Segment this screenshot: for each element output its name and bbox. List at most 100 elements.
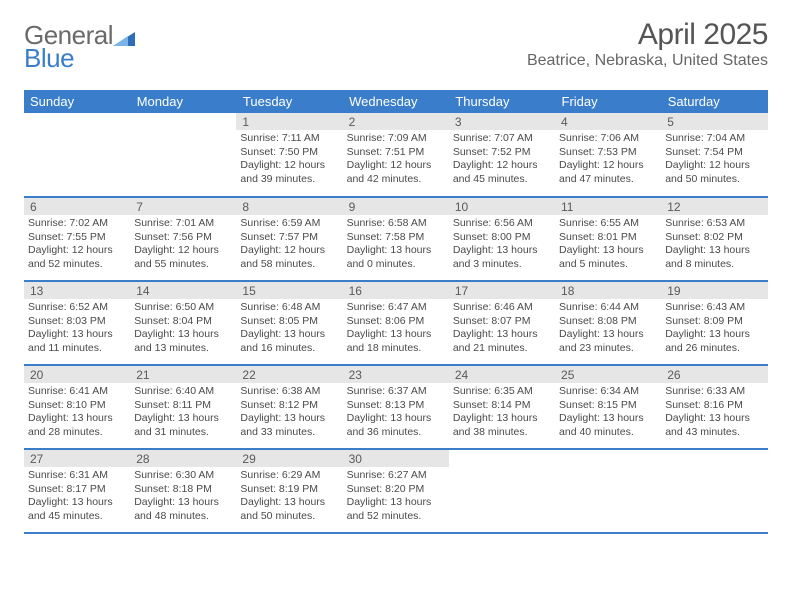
day-number: 1 xyxy=(236,113,342,130)
day-details: Sunrise: 7:06 AMSunset: 7:53 PMDaylight:… xyxy=(555,130,661,188)
empty-cell: .. xyxy=(130,113,236,197)
day-number: 30 xyxy=(343,450,449,467)
day-cell: 13Sunrise: 6:52 AMSunset: 8:03 PMDayligh… xyxy=(24,281,130,365)
day-details: Sunrise: 6:53 AMSunset: 8:02 PMDaylight:… xyxy=(661,215,767,273)
day-details: Sunrise: 6:59 AMSunset: 7:57 PMDaylight:… xyxy=(236,215,342,273)
day-cell: 17Sunrise: 6:46 AMSunset: 8:07 PMDayligh… xyxy=(449,281,555,365)
calendar-head: SundayMondayTuesdayWednesdayThursdayFrid… xyxy=(24,90,768,113)
day-details: Sunrise: 6:55 AMSunset: 8:01 PMDaylight:… xyxy=(555,215,661,273)
day-cell: 21Sunrise: 6:40 AMSunset: 8:11 PMDayligh… xyxy=(130,365,236,449)
day-details: Sunrise: 6:40 AMSunset: 8:11 PMDaylight:… xyxy=(130,383,236,441)
day-cell: 25Sunrise: 6:34 AMSunset: 8:15 PMDayligh… xyxy=(555,365,661,449)
empty-cell: .. xyxy=(449,449,555,533)
day-number: 6 xyxy=(24,198,130,215)
title-block: April 2025 Beatrice, Nebraska, United St… xyxy=(527,18,768,70)
day-number: 12 xyxy=(661,198,767,215)
day-number: 21 xyxy=(130,366,236,383)
day-details: Sunrise: 7:01 AMSunset: 7:56 PMDaylight:… xyxy=(130,215,236,273)
weekday-header: Saturday xyxy=(661,90,767,113)
day-number: 20 xyxy=(24,366,130,383)
day-cell: 14Sunrise: 6:50 AMSunset: 8:04 PMDayligh… xyxy=(130,281,236,365)
day-cell: 6Sunrise: 7:02 AMSunset: 7:55 PMDaylight… xyxy=(24,197,130,281)
day-cell: 10Sunrise: 6:56 AMSunset: 8:00 PMDayligh… xyxy=(449,197,555,281)
day-cell: 19Sunrise: 6:43 AMSunset: 8:09 PMDayligh… xyxy=(661,281,767,365)
calendar-row: 13Sunrise: 6:52 AMSunset: 8:03 PMDayligh… xyxy=(24,281,768,365)
day-details: Sunrise: 6:41 AMSunset: 8:10 PMDaylight:… xyxy=(24,383,130,441)
calendar-row: 27Sunrise: 6:31 AMSunset: 8:17 PMDayligh… xyxy=(24,449,768,533)
calendar-row: 6Sunrise: 7:02 AMSunset: 7:55 PMDaylight… xyxy=(24,197,768,281)
weekday-row: SundayMondayTuesdayWednesdayThursdayFrid… xyxy=(24,90,768,113)
day-cell: 28Sunrise: 6:30 AMSunset: 8:18 PMDayligh… xyxy=(130,449,236,533)
day-details: Sunrise: 7:02 AMSunset: 7:55 PMDaylight:… xyxy=(24,215,130,273)
day-number: 3 xyxy=(449,113,555,130)
day-details: Sunrise: 6:50 AMSunset: 8:04 PMDaylight:… xyxy=(130,299,236,357)
weekday-header: Sunday xyxy=(24,90,130,113)
day-cell: 24Sunrise: 6:35 AMSunset: 8:14 PMDayligh… xyxy=(449,365,555,449)
day-details: Sunrise: 6:56 AMSunset: 8:00 PMDaylight:… xyxy=(449,215,555,273)
day-cell: 3Sunrise: 7:07 AMSunset: 7:52 PMDaylight… xyxy=(449,113,555,197)
header: General Blue April 2025 Beatrice, Nebras… xyxy=(24,18,768,82)
day-details: Sunrise: 7:09 AMSunset: 7:51 PMDaylight:… xyxy=(343,130,449,188)
day-cell: 27Sunrise: 6:31 AMSunset: 8:17 PMDayligh… xyxy=(24,449,130,533)
day-cell: 7Sunrise: 7:01 AMSunset: 7:56 PMDaylight… xyxy=(130,197,236,281)
day-details: Sunrise: 7:11 AMSunset: 7:50 PMDaylight:… xyxy=(236,130,342,188)
day-number: 7 xyxy=(130,198,236,215)
day-cell: 1Sunrise: 7:11 AMSunset: 7:50 PMDaylight… xyxy=(236,113,342,197)
logo-part2: Blue xyxy=(24,43,74,73)
day-cell: 15Sunrise: 6:48 AMSunset: 8:05 PMDayligh… xyxy=(236,281,342,365)
day-number: 28 xyxy=(130,450,236,467)
day-cell: 29Sunrise: 6:29 AMSunset: 8:19 PMDayligh… xyxy=(236,449,342,533)
empty-cell: .. xyxy=(555,449,661,533)
empty-cell: .. xyxy=(661,449,767,533)
day-details: Sunrise: 6:31 AMSunset: 8:17 PMDaylight:… xyxy=(24,467,130,525)
page: General Blue April 2025 Beatrice, Nebras… xyxy=(0,0,792,544)
day-details: Sunrise: 7:07 AMSunset: 7:52 PMDaylight:… xyxy=(449,130,555,188)
day-number: 9 xyxy=(343,198,449,215)
day-cell: 4Sunrise: 7:06 AMSunset: 7:53 PMDaylight… xyxy=(555,113,661,197)
day-details: Sunrise: 6:38 AMSunset: 8:12 PMDaylight:… xyxy=(236,383,342,441)
day-number: 14 xyxy=(130,282,236,299)
day-cell: 22Sunrise: 6:38 AMSunset: 8:12 PMDayligh… xyxy=(236,365,342,449)
day-cell: 26Sunrise: 6:33 AMSunset: 8:16 PMDayligh… xyxy=(661,365,767,449)
day-details: Sunrise: 6:33 AMSunset: 8:16 PMDaylight:… xyxy=(661,383,767,441)
day-number: 15 xyxy=(236,282,342,299)
location: Beatrice, Nebraska, United States xyxy=(527,52,768,70)
day-cell: 12Sunrise: 6:53 AMSunset: 8:02 PMDayligh… xyxy=(661,197,767,281)
day-number: 11 xyxy=(555,198,661,215)
day-cell: 8Sunrise: 6:59 AMSunset: 7:57 PMDaylight… xyxy=(236,197,342,281)
day-details: Sunrise: 6:37 AMSunset: 8:13 PMDaylight:… xyxy=(343,383,449,441)
day-number: 27 xyxy=(24,450,130,467)
day-cell: 11Sunrise: 6:55 AMSunset: 8:01 PMDayligh… xyxy=(555,197,661,281)
day-details: Sunrise: 6:46 AMSunset: 8:07 PMDaylight:… xyxy=(449,299,555,357)
day-details: Sunrise: 6:43 AMSunset: 8:09 PMDaylight:… xyxy=(661,299,767,357)
day-details: Sunrise: 6:27 AMSunset: 8:20 PMDaylight:… xyxy=(343,467,449,525)
day-cell: 18Sunrise: 6:44 AMSunset: 8:08 PMDayligh… xyxy=(555,281,661,365)
weekday-header: Wednesday xyxy=(343,90,449,113)
day-cell: 16Sunrise: 6:47 AMSunset: 8:06 PMDayligh… xyxy=(343,281,449,365)
day-details: Sunrise: 6:48 AMSunset: 8:05 PMDaylight:… xyxy=(236,299,342,357)
day-number: 29 xyxy=(236,450,342,467)
day-cell: 30Sunrise: 6:27 AMSunset: 8:20 PMDayligh… xyxy=(343,449,449,533)
weekday-header: Monday xyxy=(130,90,236,113)
day-cell: 9Sunrise: 6:58 AMSunset: 7:58 PMDaylight… xyxy=(343,197,449,281)
day-number: 10 xyxy=(449,198,555,215)
day-number: 24 xyxy=(449,366,555,383)
logo-text: General Blue xyxy=(24,20,135,82)
calendar-row: 20Sunrise: 6:41 AMSunset: 8:10 PMDayligh… xyxy=(24,365,768,449)
day-details: Sunrise: 6:47 AMSunset: 8:06 PMDaylight:… xyxy=(343,299,449,357)
day-details: Sunrise: 6:52 AMSunset: 8:03 PMDaylight:… xyxy=(24,299,130,357)
day-details: Sunrise: 6:34 AMSunset: 8:15 PMDaylight:… xyxy=(555,383,661,441)
day-details: Sunrise: 6:30 AMSunset: 8:18 PMDaylight:… xyxy=(130,467,236,525)
month-title: April 2025 xyxy=(527,18,768,52)
calendar-row: ....1Sunrise: 7:11 AMSunset: 7:50 PMDayl… xyxy=(24,113,768,197)
day-details: Sunrise: 7:04 AMSunset: 7:54 PMDaylight:… xyxy=(661,130,767,188)
day-number: 5 xyxy=(661,113,767,130)
day-cell: 20Sunrise: 6:41 AMSunset: 8:10 PMDayligh… xyxy=(24,365,130,449)
day-details: Sunrise: 6:29 AMSunset: 8:19 PMDaylight:… xyxy=(236,467,342,525)
day-cell: 2Sunrise: 7:09 AMSunset: 7:51 PMDaylight… xyxy=(343,113,449,197)
day-number: 2 xyxy=(343,113,449,130)
weekday-header: Tuesday xyxy=(236,90,342,113)
day-number: 26 xyxy=(661,366,767,383)
day-number: 13 xyxy=(24,282,130,299)
calendar-body: ....1Sunrise: 7:11 AMSunset: 7:50 PMDayl… xyxy=(24,113,768,533)
